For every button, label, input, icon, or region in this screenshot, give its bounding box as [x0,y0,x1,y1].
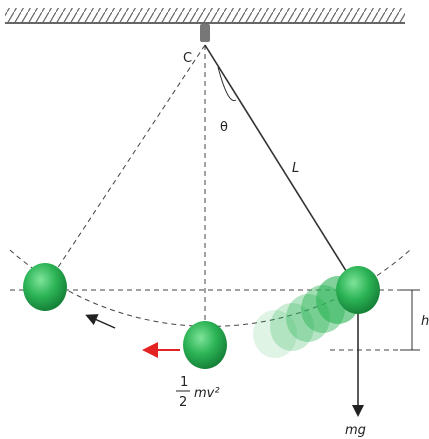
ball-right [336,266,380,314]
ball-left [23,263,67,311]
motion-arrow [88,316,115,328]
energy-denominator: 2 [179,395,187,410]
energy-numerator: 1 [180,375,188,390]
weight-label: mg [345,423,366,438]
length-label: L [292,161,299,176]
ball-bottom [183,321,227,369]
energy-term: mv² [194,386,220,401]
pivot-label: C [183,51,192,66]
ceiling [5,8,405,42]
height-bracket [400,290,420,350]
string [205,45,358,290]
angle-label: θ [220,120,228,135]
pendulum-diagram: C θ L h mg 1 2 mv² [0,0,429,439]
angle-arc [218,67,236,101]
height-label: h [421,314,429,329]
